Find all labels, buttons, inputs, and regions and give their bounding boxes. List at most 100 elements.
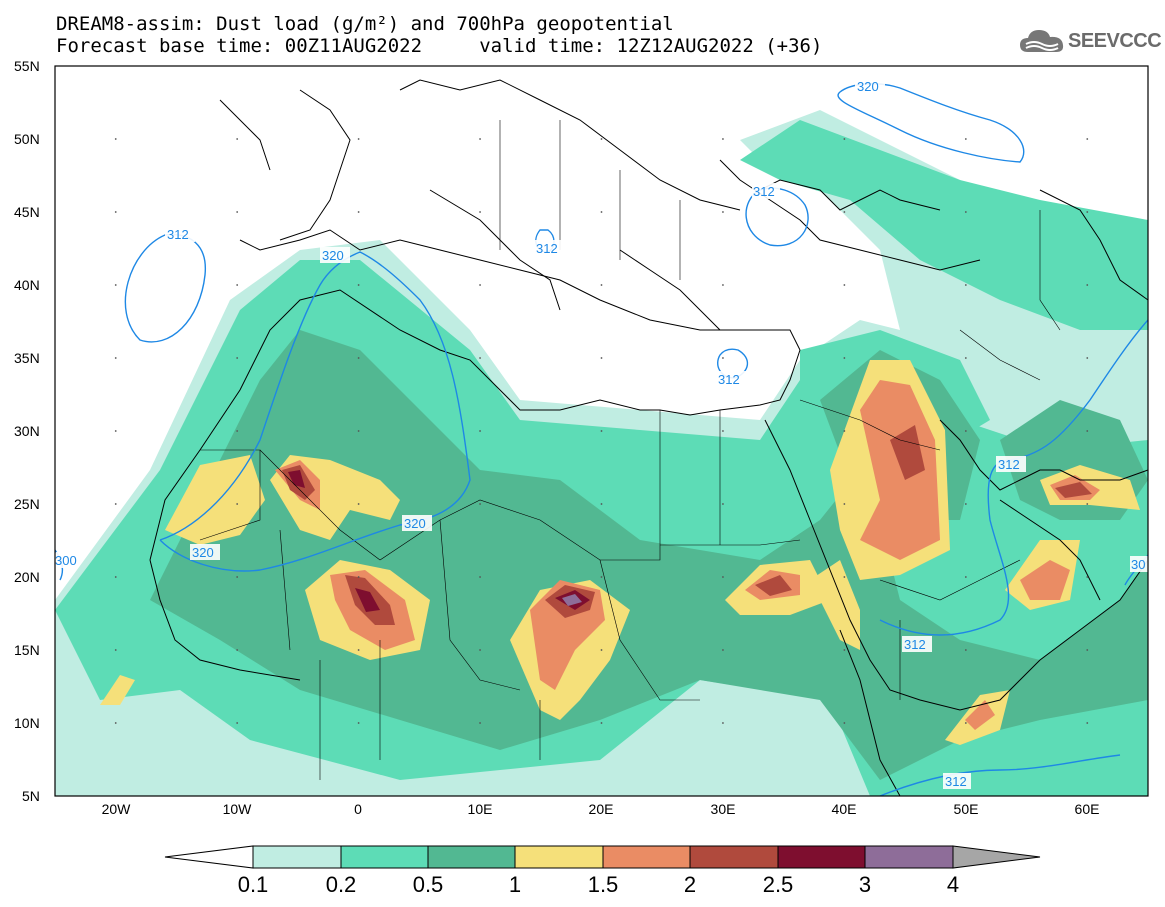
- grid-dot: [1086, 576, 1089, 578]
- lat-label: 20N: [14, 569, 40, 585]
- grid-dot: [600, 430, 603, 432]
- grid-dot: [722, 430, 724, 432]
- lon-label: 30E: [711, 801, 736, 817]
- grid-dot: [236, 649, 239, 651]
- grid-dot: [236, 576, 239, 578]
- grid-dot: [1086, 211, 1089, 213]
- lon-label: 20W: [102, 801, 132, 817]
- grid-dot: [722, 138, 724, 140]
- contour-label: 30: [1131, 557, 1145, 572]
- grid-dot: [843, 430, 846, 432]
- grid-dot: [114, 138, 117, 140]
- colorbar-swatch: [602, 845, 691, 869]
- grid-dot: [236, 284, 239, 286]
- grid-dot: [357, 503, 360, 505]
- colorbar: 0.1 0.2 0.5 1 1.5 2 2.5 3 4: [164, 845, 1041, 897]
- grid-dot: [600, 211, 603, 213]
- colorbar-label: 1.5: [588, 872, 619, 897]
- grid-dot: [1086, 138, 1089, 140]
- cloud-icon: [1020, 30, 1064, 52]
- grid-dot: [114, 649, 117, 651]
- grid-dot: [236, 211, 239, 213]
- grid-dot: [964, 138, 967, 140]
- grid-dot: [722, 284, 724, 286]
- lon-label: 10W: [223, 801, 253, 817]
- grid-dot: [600, 649, 603, 651]
- contour-label: 312: [167, 227, 189, 242]
- colorbar-label: 4: [947, 872, 959, 897]
- grid-dot: [722, 211, 724, 213]
- grid-dot: [964, 649, 967, 651]
- grid-dot: [357, 722, 360, 724]
- grid-dot: [236, 503, 239, 505]
- lat-label: 30N: [14, 423, 40, 439]
- grid-dot: [964, 576, 967, 578]
- forecast-times: Forecast base time: 00Z11AUG2022 valid t…: [56, 35, 823, 57]
- colorbar-swatch: [340, 845, 429, 869]
- graticule: [114, 138, 1089, 724]
- grid-dot: [843, 576, 846, 578]
- grid-dot: [964, 211, 967, 213]
- country-borders: [199, 120, 1061, 780]
- colorbar-label: 3: [859, 872, 871, 897]
- lon-label: 0: [354, 801, 362, 817]
- grid-dot: [357, 576, 360, 578]
- coastlines: [149, 79, 1148, 796]
- lat-label: 45N: [14, 204, 40, 220]
- grid-dot: [722, 503, 724, 505]
- grid-dot: [843, 649, 846, 651]
- contour-label: 312: [718, 372, 740, 387]
- lon-label: 60E: [1075, 801, 1100, 817]
- grid-dot: [357, 138, 360, 140]
- grid-dot: [1086, 649, 1089, 651]
- grid-dot: [479, 138, 481, 140]
- colorbar-label: 2: [684, 872, 696, 897]
- grid-dot: [843, 722, 846, 724]
- grid-dot: [479, 649, 481, 651]
- grid-dot: [114, 430, 117, 432]
- colorbar-label: 0.2: [326, 872, 357, 897]
- grid-dot: [964, 284, 967, 286]
- grid-dot: [722, 357, 724, 359]
- lat-label: 35N: [14, 350, 40, 366]
- grid-dot: [722, 649, 724, 651]
- seevccc-logo: SEEVCCC: [1018, 26, 1162, 56]
- grid-dot: [479, 284, 481, 286]
- colorbar-swatch: [514, 845, 604, 869]
- grid-dot: [114, 503, 117, 505]
- colorbar-label: 0.1: [238, 872, 269, 897]
- lat-label: 5N: [22, 788, 40, 804]
- grid-dot: [722, 576, 724, 578]
- grid-dot: [114, 576, 117, 578]
- grid-dot: [1086, 430, 1089, 432]
- grid-dot: [964, 357, 967, 359]
- grid-dot: [236, 357, 239, 359]
- contour-label: 312: [753, 184, 775, 199]
- grid-dot: [479, 503, 481, 505]
- lon-label: 10E: [468, 801, 493, 817]
- grid-dot: [479, 430, 481, 432]
- colorbar-label: 1: [509, 872, 521, 897]
- lat-label: 15N: [14, 642, 40, 658]
- contour-label: 320: [322, 248, 344, 263]
- geopotential-contours: [55, 83, 1148, 796]
- contour-label: 312: [904, 637, 926, 652]
- colorbar-swatch: [689, 845, 779, 869]
- grid-dot: [236, 430, 239, 432]
- grid-dot: [357, 649, 360, 651]
- colorbar-low-arrow: [164, 845, 254, 869]
- grid-dot: [114, 357, 117, 359]
- colorbar-swatch: [864, 845, 954, 869]
- lon-label: 50E: [954, 801, 979, 817]
- grid-dot: [479, 576, 481, 578]
- contour-label: 320: [857, 79, 879, 94]
- lat-label: 55N: [14, 58, 40, 74]
- latitude-labels: 55N 50N 45N 40N 35N 30N 25N 20N 15N 10N …: [14, 58, 40, 804]
- grid-dot: [600, 284, 603, 286]
- grid-dot: [600, 722, 603, 724]
- grid-dot: [722, 722, 724, 724]
- contour-label: 320: [192, 545, 214, 560]
- grid-dot: [1086, 503, 1089, 505]
- grid-dot: [236, 138, 239, 140]
- colorbar-swatch: [427, 845, 516, 869]
